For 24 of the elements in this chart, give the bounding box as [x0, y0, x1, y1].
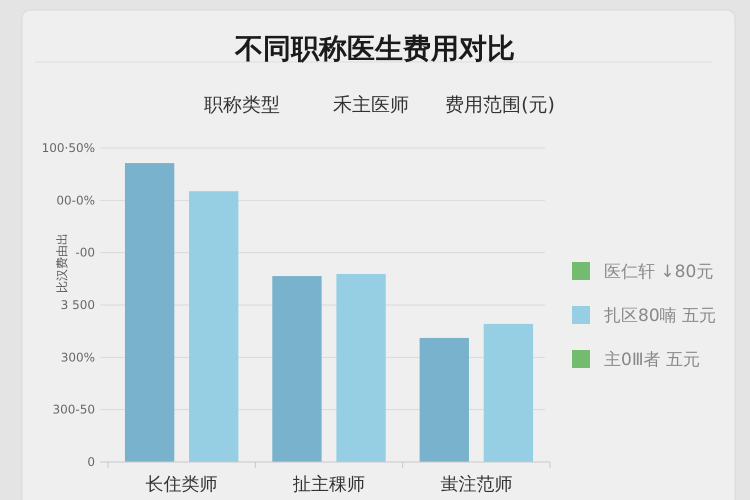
legend-label: 扎区80喃 五元: [604, 306, 716, 326]
text: 0: [87, 455, 95, 469]
text: -00: [75, 246, 95, 260]
text: 职称类型: [204, 94, 280, 116]
text: 00-0%: [56, 193, 95, 208]
bar: [124, 163, 174, 462]
x-tick-label: 扯主稞师: [292, 474, 365, 495]
chart-title: 不同职称医生费用对比: [234, 32, 515, 65]
text: 300%: [60, 350, 95, 364]
legend-label: 主0Ⅲ者 五元: [604, 350, 700, 370]
text: 3 500: [60, 298, 95, 312]
text: 100·50%: [42, 141, 95, 155]
bar: [336, 274, 386, 462]
bar: [189, 191, 238, 462]
y-axis-title: 比汉费由出: [55, 233, 69, 293]
text: 费用范围(元): [445, 94, 555, 116]
bar: [272, 276, 322, 462]
legend-label: 医仁轩 ↓80元: [604, 262, 714, 282]
text: 禾主医师: [333, 94, 409, 116]
bar: [420, 338, 469, 462]
bar: [484, 324, 534, 462]
x-tick-label: 长住类师: [146, 474, 218, 495]
text: 300-50: [52, 402, 95, 417]
x-tick-label: 蚩注范师: [440, 474, 512, 495]
